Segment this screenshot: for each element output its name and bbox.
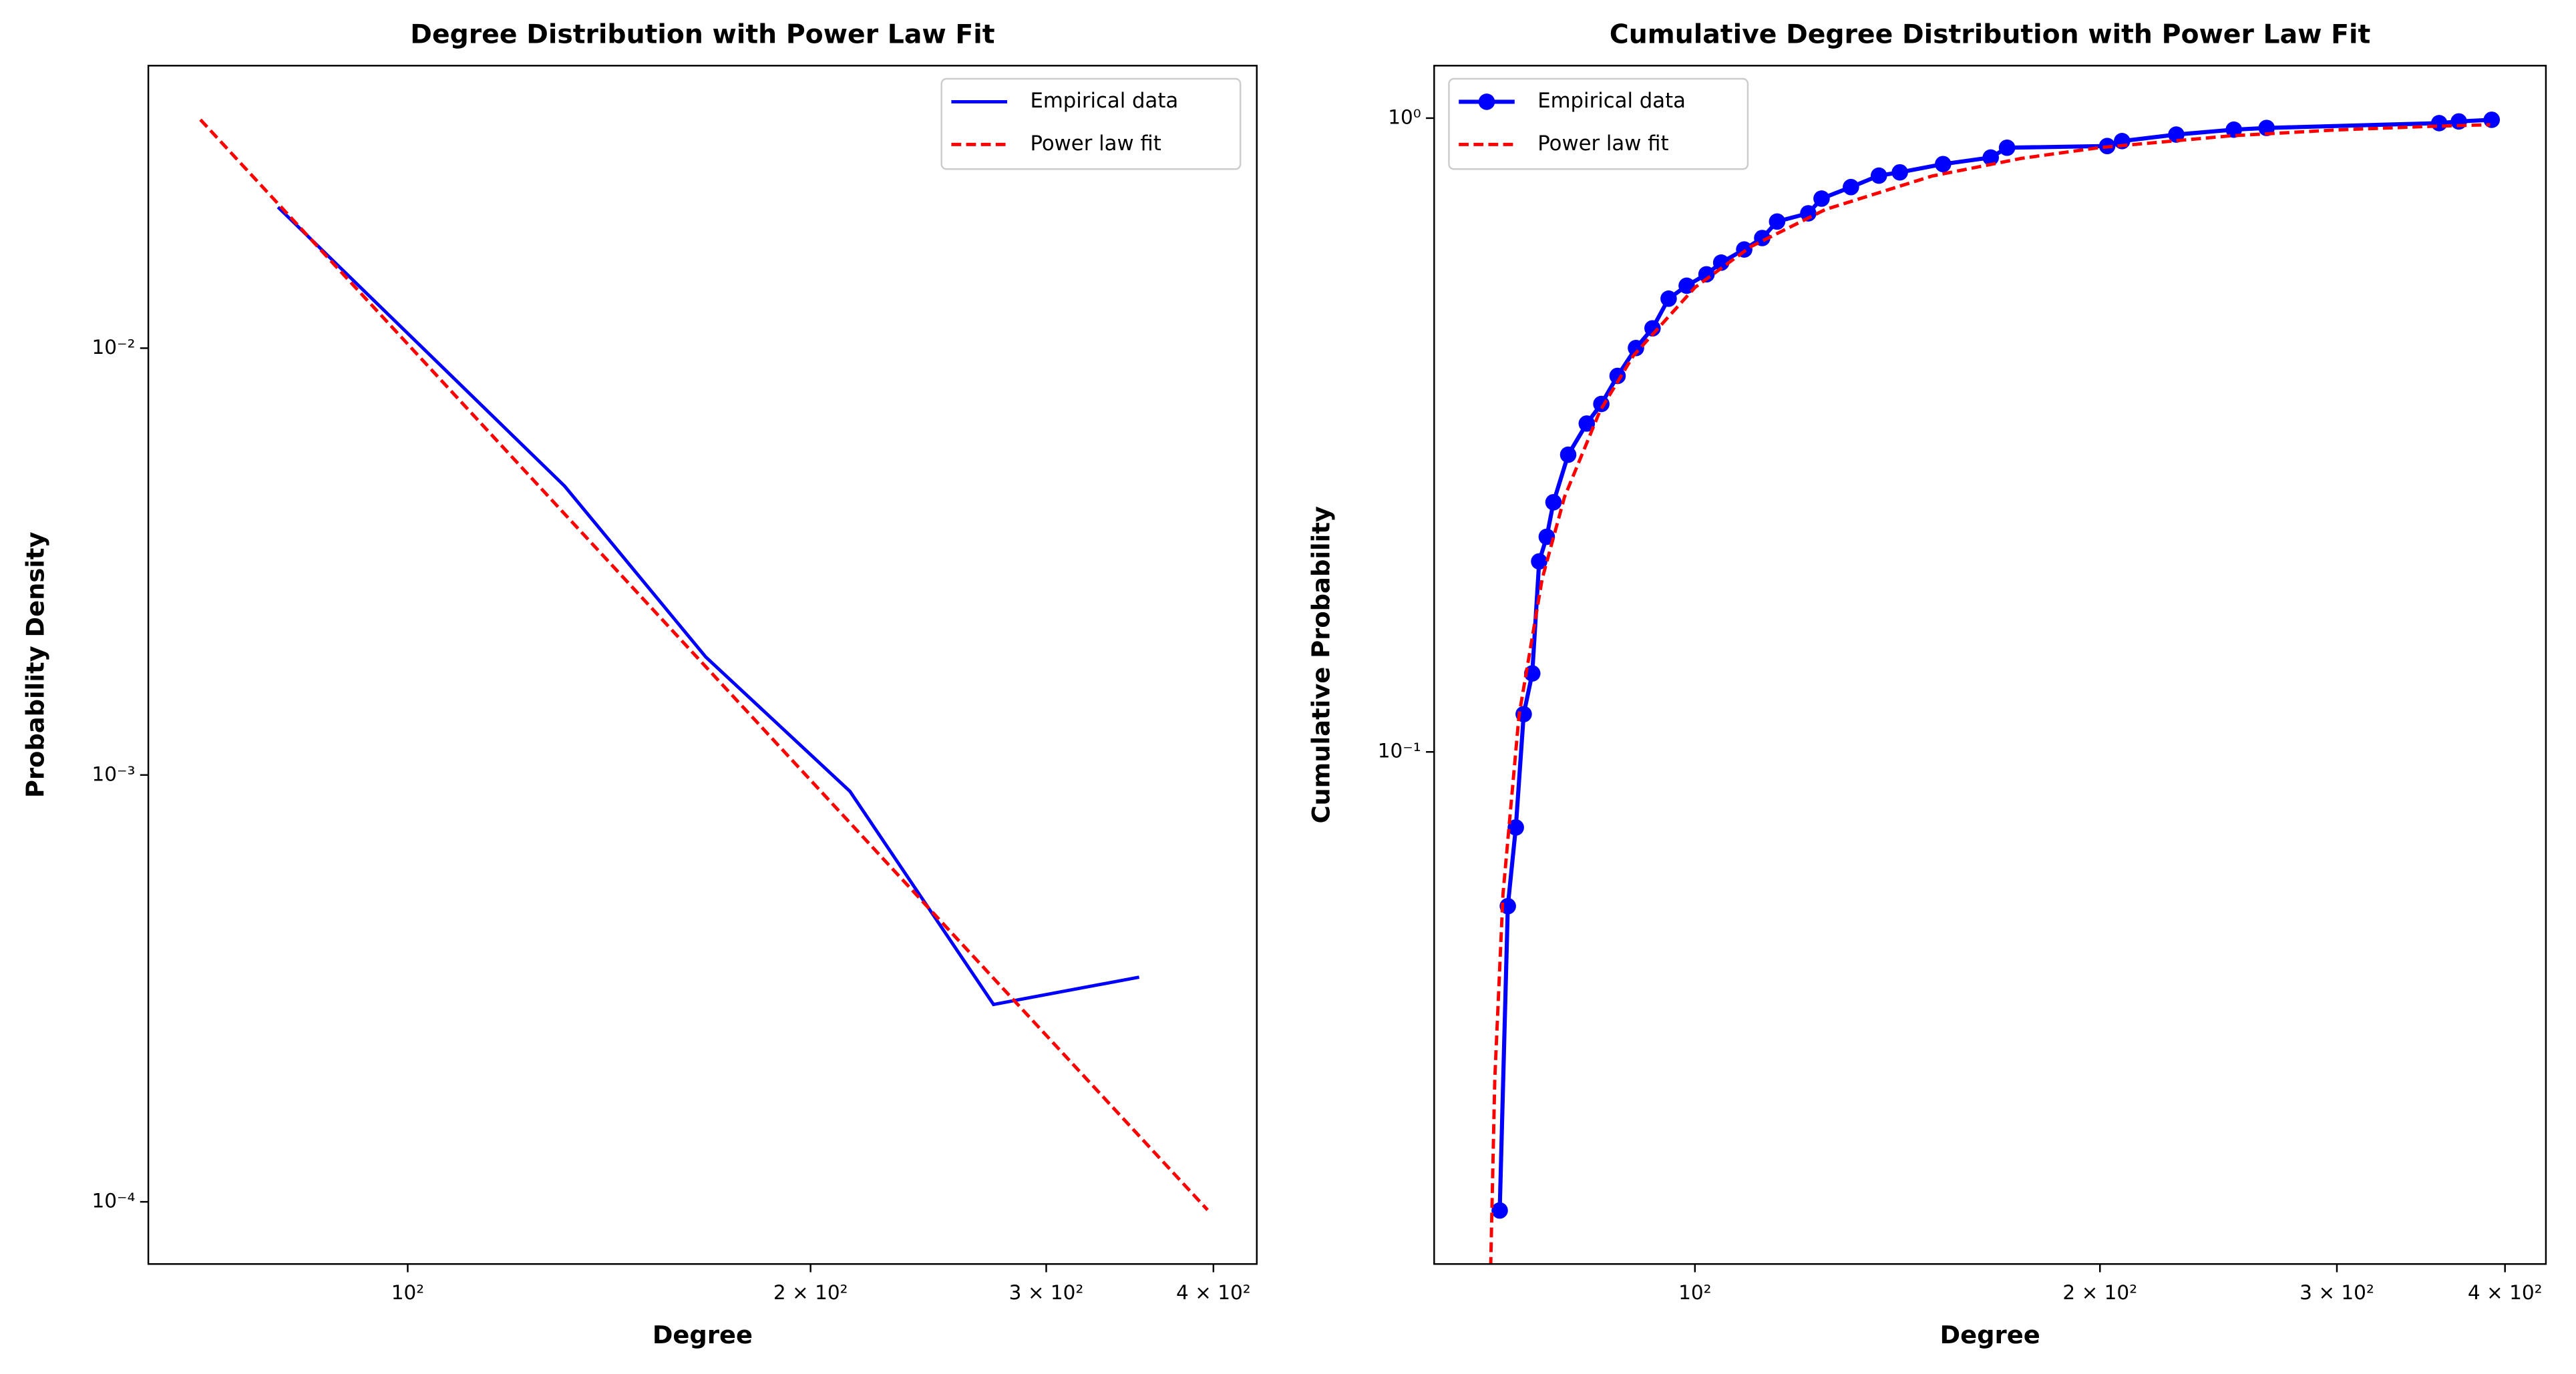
chart-title: Degree Distribution with Power Law Fit bbox=[410, 19, 994, 50]
x-tick-label: 3 × 10² bbox=[1009, 1281, 1084, 1304]
data-point bbox=[1531, 553, 1547, 570]
axes-frame bbox=[147, 65, 1258, 1265]
y-tick-label: 10⁻² bbox=[91, 336, 135, 359]
subplot: Cumulative Degree Distribution with Powe… bbox=[1307, 19, 2547, 1349]
plot-area bbox=[1489, 111, 2501, 1265]
x-tick-label: 2 × 10² bbox=[773, 1281, 848, 1304]
legend-label: Power law fit bbox=[1537, 132, 1668, 156]
data-point bbox=[1644, 320, 1661, 337]
data-point bbox=[1545, 493, 1562, 511]
data-point bbox=[1491, 1202, 1508, 1219]
data-point bbox=[1982, 149, 1999, 166]
series-line bbox=[1497, 118, 2492, 1211]
data-point bbox=[2430, 115, 2448, 132]
series-line bbox=[1489, 123, 2491, 1265]
x-tick-label: 4 × 10² bbox=[1176, 1281, 1251, 1304]
data-point bbox=[1813, 190, 1830, 207]
data-point bbox=[1628, 339, 1644, 357]
data-point bbox=[1660, 290, 1677, 307]
x-tick-label: 2 × 10² bbox=[2062, 1281, 2137, 1304]
series-line bbox=[199, 118, 1209, 1211]
axes-frame bbox=[1433, 65, 2547, 1265]
legend-label: Empirical data bbox=[1537, 89, 1686, 113]
data-point bbox=[2225, 121, 2243, 138]
data-point bbox=[1609, 367, 1626, 385]
y-axis-label: Cumulative Probability bbox=[1307, 506, 1336, 823]
data-point bbox=[1998, 139, 2016, 156]
data-point bbox=[1712, 254, 1730, 271]
plot-area bbox=[199, 118, 1209, 1211]
x-tick-label: 4 × 10² bbox=[2468, 1281, 2543, 1304]
subplot: Degree Distribution with Power Law Fit De… bbox=[21, 19, 1258, 1349]
x-tick-label: 10² bbox=[391, 1281, 424, 1304]
legend-label: Power law fit bbox=[1030, 132, 1161, 156]
series-line bbox=[277, 206, 1140, 1007]
data-point bbox=[1870, 167, 1887, 184]
data-point bbox=[1559, 446, 1577, 463]
data-point bbox=[2168, 126, 2185, 143]
y-tick-label: 10⁻⁴ bbox=[91, 1190, 135, 1212]
y-tick-label: 10⁰ bbox=[1388, 105, 1421, 128]
data-point bbox=[1843, 178, 1859, 196]
data-point bbox=[2483, 111, 2501, 128]
x-tick-label: 3 × 10² bbox=[2299, 1281, 2374, 1304]
y-axis-label: Probability Density bbox=[21, 531, 49, 798]
legend-box bbox=[940, 77, 1242, 170]
x-tick-label: 10² bbox=[1678, 1281, 1711, 1304]
data-point bbox=[1698, 266, 1715, 283]
data-point bbox=[1891, 164, 1908, 181]
y-tick-label: 10⁻¹ bbox=[1378, 740, 1421, 762]
data-point bbox=[1800, 205, 1817, 222]
legend-label: Empirical data bbox=[1030, 89, 1178, 113]
y-tick-label: 10⁻³ bbox=[91, 762, 135, 785]
x-axis-label: Degree bbox=[1940, 1321, 2040, 1349]
data-point bbox=[1935, 156, 1952, 173]
chart-title: Cumulative Degree Distribution with Powe… bbox=[1610, 19, 2370, 50]
data-point bbox=[1507, 819, 1524, 836]
data-point bbox=[1769, 213, 1786, 230]
data-point bbox=[1578, 415, 1596, 432]
legend-box bbox=[1448, 77, 1749, 170]
data-point bbox=[1593, 395, 1610, 413]
legend-marker bbox=[1478, 93, 1495, 110]
x-axis-label: Degree bbox=[653, 1321, 753, 1349]
